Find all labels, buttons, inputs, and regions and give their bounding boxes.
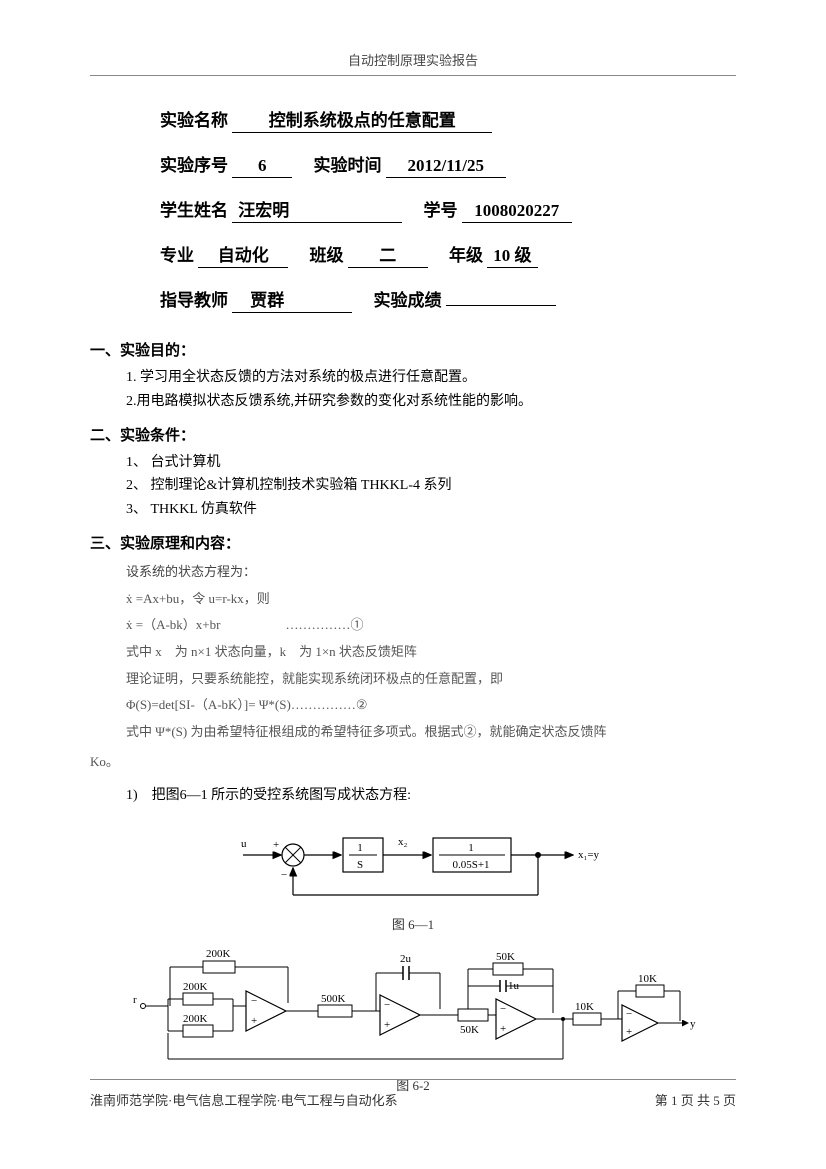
student-label: 学生姓名 xyxy=(160,201,228,220)
section-1-title: 一、实验目的： xyxy=(90,339,736,360)
s3-ko: Ko。 xyxy=(90,751,736,770)
section-3-title: 三、实验原理和内容： xyxy=(90,532,736,553)
d1-block1-num: 1 xyxy=(357,842,363,854)
task-1: 1) 把图6—1 所示的受控系统图写成状态方程: xyxy=(126,784,736,804)
page-header-title: 自动控制原理实验报告 xyxy=(90,50,736,69)
svg-text:+: + xyxy=(500,1023,506,1035)
exp-no-label: 实验序号 xyxy=(160,156,228,175)
svg-text:−: − xyxy=(281,869,287,881)
d2-r500k: 500K xyxy=(321,993,346,1005)
d2-r-label: r xyxy=(133,994,137,1006)
teacher-label: 指导教师 xyxy=(160,291,228,310)
diagram-6-1: u + − 1 S x₂ 1 0.05S+1 x₁=y xyxy=(213,820,613,910)
s3-p3: ẋ =（A-bk）x+br ……………① xyxy=(126,612,736,639)
d1-x2-label: x₂ xyxy=(398,836,408,848)
d1-u-label: u xyxy=(241,838,247,850)
section-3-body: 设系统的状态方程为： ẋ =Ax+bu，令 u=r-kx，则 ẋ =（A-bk）… xyxy=(126,559,736,745)
major-value: 自动化 xyxy=(198,241,288,268)
d2-c2u: 2u xyxy=(400,953,412,965)
s2-line3: 3、 THKKL 仿真软件 xyxy=(126,498,736,522)
s3-p4: 式中 x 为 n×1 状态向量，k 为 1×n 状态反馈矩阵 xyxy=(126,639,736,666)
d2-r50k-b: 50K xyxy=(460,1024,479,1036)
class-label: 班级 xyxy=(310,246,344,265)
svg-text:+: + xyxy=(251,1015,257,1027)
footer-right: 第 1 页 共 5 页 xyxy=(655,1090,736,1109)
footer-left: 淮南师范学院·电气信息工程学院·电气工程与自动化系 xyxy=(90,1090,398,1109)
exp-name-value: 控制系统极点的任意配置 xyxy=(232,106,492,133)
exp-name-label: 实验名称 xyxy=(160,111,228,130)
s3-p6: Φ(S)=det[SI-（A-bK）]= Ψ*(S)……………② xyxy=(126,692,736,719)
svg-text:−: − xyxy=(500,1003,506,1015)
score-value xyxy=(446,304,556,306)
grade-label: 年级 xyxy=(449,246,483,265)
s3-p1: 设系统的状态方程为： xyxy=(126,559,736,586)
form-section: 实验名称 控制系统极点的任意配置 实验序号 6 实验时间 2012/11/25 … xyxy=(160,106,736,313)
section-1-body: 1. 学习用全状态反馈的方法对系统的极点进行任意配置。 2.用电路模拟状态反馈系… xyxy=(126,366,736,414)
d1-y-label: x₁=y xyxy=(578,849,600,861)
score-label: 实验成绩 xyxy=(374,291,442,310)
row-student: 学生姓名 汪宏明 学号 1008020227 xyxy=(160,196,736,223)
d1-block1-denom: S xyxy=(357,859,363,871)
row-exp-no: 实验序号 6 实验时间 2012/11/25 xyxy=(160,151,736,178)
svg-text:+: + xyxy=(273,839,279,851)
s3-p7: 式中 Ψ*(S) 为由希望特征根组成的希望特征多项式。根据式②，就能确定状态反馈… xyxy=(126,719,736,746)
diagram-6-1-caption: 图 6—1 xyxy=(90,914,736,933)
s3-p5: 理论证明，只要系统能控，就能实现系统闭环极点的任意配置，即 xyxy=(126,666,736,693)
d2-r50k-a: 50K xyxy=(496,951,515,963)
id-value: 1008020227 xyxy=(462,201,572,223)
major-label: 专业 xyxy=(160,246,194,265)
d2-r200k-a: 200K xyxy=(206,948,231,960)
row-teacher: 指导教师 贾群 实验成绩 xyxy=(160,286,736,313)
d2-r10k-b: 10K xyxy=(638,973,657,985)
s1-line1: 1. 学习用全状态反馈的方法对系统的极点进行任意配置。 xyxy=(126,366,736,390)
s2-line1: 1、 台式计算机 xyxy=(126,451,736,475)
footer-rule xyxy=(90,1079,736,1080)
s1-line2: 2.用电路模拟状态反馈系统,并研究参数的变化对系统性能的影响。 xyxy=(126,390,736,414)
teacher-value: 贾群 xyxy=(232,286,352,313)
exp-time-value: 2012/11/25 xyxy=(386,156,506,178)
row-exp-name: 实验名称 控制系统极点的任意配置 xyxy=(160,106,736,133)
diagram-6-2: r 200K 200K 200K − + 500K 2u − + 50K 1u xyxy=(128,941,698,1071)
d2-r200k-c: 200K xyxy=(183,1013,208,1025)
d1-block2-denom: 0.05S+1 xyxy=(452,859,489,871)
d2-y-label: y xyxy=(690,1018,696,1030)
s3-p2: ẋ =Ax+bu，令 u=r-kx，则 xyxy=(126,586,736,613)
svg-text:+: + xyxy=(626,1026,632,1038)
exp-no-value: 6 xyxy=(232,156,292,178)
section-2-title: 二、实验条件： xyxy=(90,424,736,445)
section-2-body: 1、 台式计算机 2、 控制理论&计算机控制技术实验箱 THKKL-4 系列 3… xyxy=(126,451,736,522)
d2-r10k-a: 10K xyxy=(575,1001,594,1013)
d1-block2-num: 1 xyxy=(468,842,474,854)
s2-line2: 2、 控制理论&计算机控制技术实验箱 THKKL-4 系列 xyxy=(126,474,736,498)
exp-time-label: 实验时间 xyxy=(314,156,382,175)
student-value: 汪宏明 xyxy=(232,196,402,223)
id-label: 学号 xyxy=(424,201,458,220)
svg-text:+: + xyxy=(384,1019,390,1031)
header-rule xyxy=(90,75,736,76)
class-value: 二 xyxy=(348,241,428,268)
page-footer: 淮南师范学院·电气信息工程学院·电气工程与自动化系 第 1 页 共 5 页 xyxy=(90,1079,736,1109)
row-major: 专业 自动化 班级 二 年级 10 级 xyxy=(160,241,736,268)
svg-text:−: − xyxy=(384,999,390,1011)
d2-r200k-b: 200K xyxy=(183,981,208,993)
svg-text:−: − xyxy=(251,995,257,1007)
svg-text:−: − xyxy=(626,1008,632,1020)
grade-value: 10 级 xyxy=(487,241,537,268)
